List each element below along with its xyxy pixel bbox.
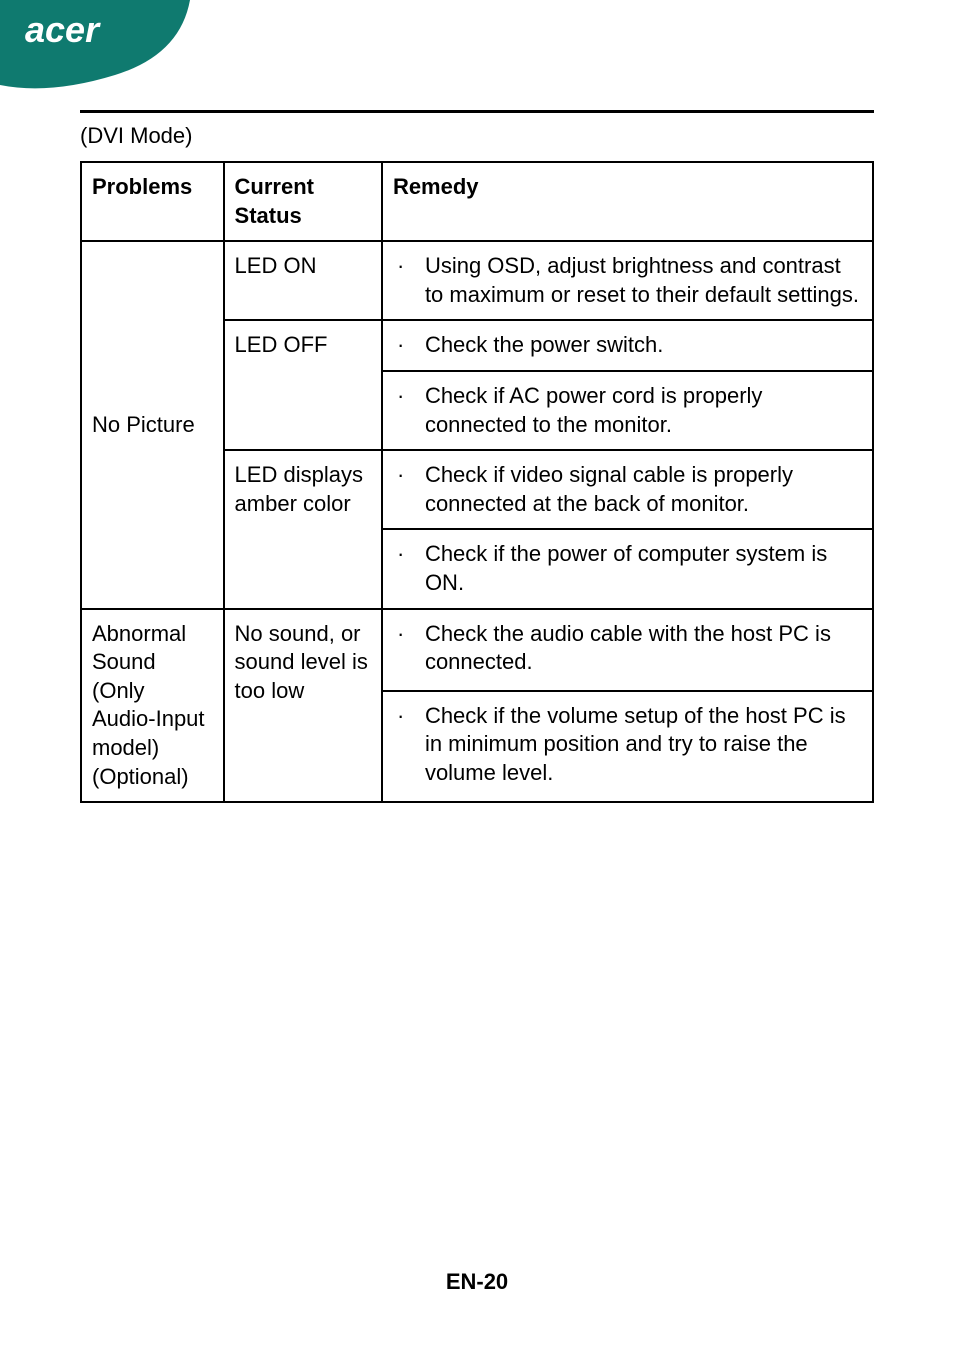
cell-problem: No Picture xyxy=(81,241,224,608)
troubleshooting-table: Problems Current Status Remedy No Pictur… xyxy=(80,161,874,803)
brand-logo-text: acer xyxy=(25,9,101,50)
bullet-icon: · xyxy=(393,702,425,731)
remedy-text: Using OSD, adjust brightness and contras… xyxy=(425,252,862,309)
cell-remedy: · Check if the volume setup of the host … xyxy=(382,691,873,803)
cell-remedy: · Using OSD, adjust brightness and contr… xyxy=(382,241,873,320)
bullet-icon: · xyxy=(393,620,425,649)
cell-remedy: · Check if AC power cord is properly con… xyxy=(382,371,873,450)
col-header-status: Current Status xyxy=(224,162,382,241)
cell-status: LED OFF xyxy=(224,320,382,450)
remedy-text: Check if the volume setup of the host PC… xyxy=(425,702,862,788)
bullet-icon: · xyxy=(393,540,425,569)
remedy-text: Check the audio cable with the host PC i… xyxy=(425,620,862,677)
bullet-icon: · xyxy=(393,382,425,411)
section-rule xyxy=(80,110,874,113)
cell-remedy: · Check the audio cable with the host PC… xyxy=(382,609,873,691)
bullet-icon: · xyxy=(393,331,425,360)
remedy-text: Check the power switch. xyxy=(425,331,862,360)
table-header-row: Problems Current Status Remedy xyxy=(81,162,873,241)
remedy-text: Check if AC power cord is properly conne… xyxy=(425,382,862,439)
mode-label: (DVI Mode) xyxy=(80,123,874,149)
bullet-icon: · xyxy=(393,252,425,281)
cell-status: No sound, or sound level is too low xyxy=(224,609,382,803)
brand-logo: acer xyxy=(0,0,200,100)
cell-problem: Abnormal Sound (Only Audio-Input model) … xyxy=(81,609,224,803)
cell-remedy: · Check if the power of computer system … xyxy=(382,529,873,608)
col-header-remedy: Remedy xyxy=(382,162,873,241)
table-row: Abnormal Sound (Only Audio-Input model) … xyxy=(81,609,873,691)
cell-remedy: · Check the power switch. xyxy=(382,320,873,371)
cell-status: LED ON xyxy=(224,241,382,320)
table-row: No Picture LED ON · Using OSD, adjust br… xyxy=(81,241,873,320)
remedy-text: Check if the power of computer system is… xyxy=(425,540,862,597)
cell-status: LED displays amber color xyxy=(224,450,382,608)
cell-remedy: · Check if video signal cable is properl… xyxy=(382,450,873,529)
col-header-problems: Problems xyxy=(81,162,224,241)
page-content: (DVI Mode) Problems Current Status Remed… xyxy=(80,110,874,803)
bullet-icon: · xyxy=(393,461,425,490)
remedy-text: Check if video signal cable is properly … xyxy=(425,461,862,518)
page-footer: EN-20 xyxy=(0,1269,954,1295)
